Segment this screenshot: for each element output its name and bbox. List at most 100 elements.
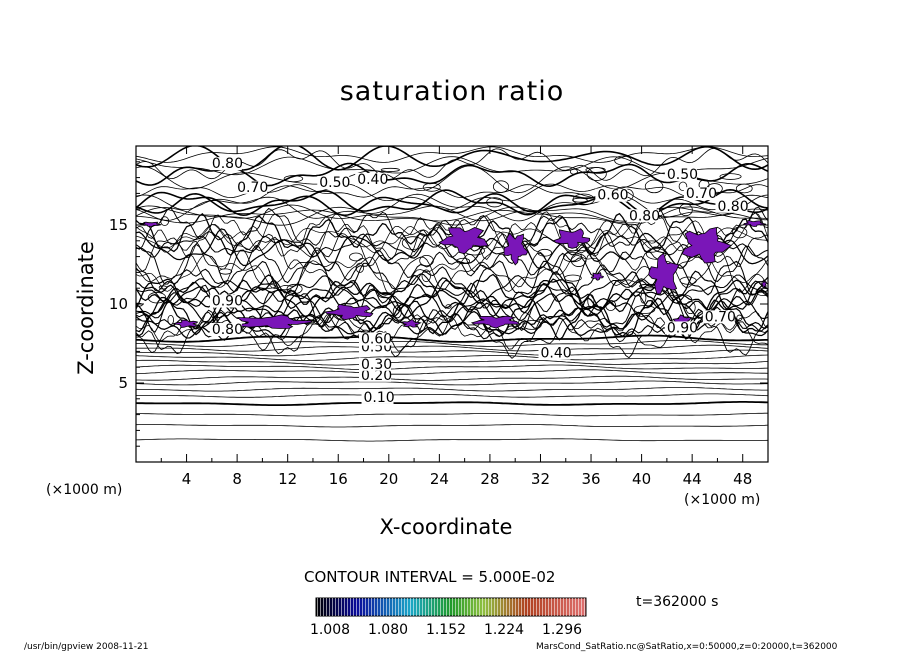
- x-axis-label: X-coordinate: [0, 515, 904, 539]
- x-tick-label: 16: [328, 470, 348, 488]
- contour-eddy: [160, 216, 170, 226]
- contour-eddy: [537, 248, 553, 257]
- contour-eddy: [392, 305, 402, 319]
- colorbar-tick-label: 1.152: [425, 622, 467, 638]
- contour-eddy: [283, 175, 304, 183]
- contour-eddy: [562, 251, 583, 263]
- contour-eddy: [570, 253, 587, 267]
- contour-line: [136, 228, 768, 272]
- supersaturated-region: [503, 232, 529, 266]
- contour-eddy: [640, 292, 647, 304]
- time-label: t=362000 s: [636, 594, 719, 610]
- contour-eddy: [644, 179, 664, 194]
- contour-eddy: [572, 197, 588, 203]
- contour-eddy: [445, 304, 452, 309]
- contour-eddy: [355, 262, 365, 273]
- contour-eddy: [642, 240, 662, 253]
- y-tick-label: 15: [108, 216, 128, 234]
- contour-line: [136, 297, 768, 341]
- contour-label-bg: [361, 390, 394, 404]
- contour-line: [136, 401, 768, 406]
- contour-eddy: [679, 276, 697, 285]
- contour-eddy: [136, 302, 143, 307]
- y-axis-label: Z-coordinate: [74, 241, 98, 375]
- contour-eddy: [349, 252, 363, 262]
- contour-line: [136, 273, 768, 305]
- contour-eddy: [585, 167, 606, 173]
- contour-label-bg: [626, 209, 659, 223]
- contour-eddy: [678, 203, 693, 217]
- contour-eddy: [645, 247, 667, 260]
- contour-label-bg: [209, 323, 242, 337]
- contour-labels: 0.10 0.200.30 0.50 0.60 0.40 0.80 0.90 0.90 0.70…: [209, 156, 749, 406]
- colorbar-tick-label: 1.224: [483, 622, 525, 638]
- y-tick-label: 5: [118, 374, 128, 392]
- contour-eddy: [486, 197, 503, 208]
- x-tick-label: 36: [581, 470, 601, 488]
- supersaturated-region: [552, 228, 591, 249]
- contour-eddy: [569, 168, 578, 175]
- contour-eddy: [492, 180, 510, 193]
- contour-eddy: [218, 268, 233, 275]
- contour-label-bg: [209, 157, 242, 171]
- contour-line: [136, 192, 768, 217]
- contour-label: 0.80: [629, 208, 660, 224]
- contour-line: [136, 424, 768, 428]
- contour-line: [136, 387, 768, 392]
- x-axis-label-text: X-coordinate: [379, 515, 513, 539]
- x-tick-label: 44: [682, 470, 702, 488]
- contour-line: [136, 412, 768, 417]
- colorbar-tick-label: 1.080: [367, 622, 409, 638]
- contour-label: 0.40: [540, 346, 571, 362]
- contour-eddy: [755, 287, 768, 297]
- contour-eddy: [735, 183, 753, 194]
- supersaturated-region: [470, 315, 522, 329]
- contour-eddy: [522, 320, 542, 330]
- contour-label-bg: [595, 188, 628, 202]
- x-tick-label: 4: [181, 470, 192, 488]
- contour-label: 0.40: [357, 172, 388, 188]
- contour-label: 0.70: [686, 186, 717, 202]
- contour-eddy: [401, 236, 424, 250]
- colorbar-tick-label: 1.008: [309, 622, 351, 638]
- contour-label-bg: [664, 321, 697, 335]
- contour-eddy: [380, 167, 400, 172]
- contour-eddy: [614, 155, 632, 166]
- chart-title: saturation ratio: [339, 76, 565, 107]
- contour-label-bg: [358, 357, 391, 371]
- contour-eddy: [377, 292, 394, 299]
- contour-label: 0.70: [237, 180, 268, 196]
- contour-eddy: [421, 269, 431, 283]
- contour-label: 0.60: [361, 332, 392, 348]
- x-tick-label: 8: [232, 470, 242, 488]
- contour-line: [136, 208, 768, 224]
- x-tick-label: 24: [429, 470, 449, 488]
- supersaturated-region: [235, 314, 314, 329]
- contour-label: 0.80: [212, 322, 243, 338]
- contour-label-bg: [209, 294, 242, 308]
- contour-line: [136, 393, 768, 398]
- contour-eddy: [564, 274, 582, 282]
- contour-eddy: [672, 294, 693, 305]
- contour-label: 0.80: [717, 199, 748, 215]
- x-unit-label-left: (×1000 m): [46, 482, 123, 498]
- contour-label: 0.20: [361, 368, 392, 384]
- contour-label-bg: [358, 332, 391, 346]
- contour-label: 0.50: [667, 167, 698, 183]
- contour-line: [136, 212, 768, 261]
- x-unit-label-right: (×1000 m): [684, 492, 761, 508]
- supersaturated-region: [438, 226, 489, 255]
- contour-lines: [136, 146, 768, 442]
- supersaturated-region: [743, 220, 766, 227]
- contour-eddy: [586, 167, 607, 181]
- contour-interval: CONTOUR INTERVAL = 5.000E-02: [304, 568, 556, 586]
- contour-eddy: [257, 283, 277, 289]
- supersaturated-region: [324, 303, 374, 321]
- contour-line: [136, 162, 768, 188]
- supersaturated-region: [401, 319, 422, 328]
- contour-label: 0.60: [597, 188, 628, 204]
- contour-line: [136, 193, 768, 222]
- contour-label-bg: [317, 176, 350, 190]
- contour-eddy: [158, 285, 168, 290]
